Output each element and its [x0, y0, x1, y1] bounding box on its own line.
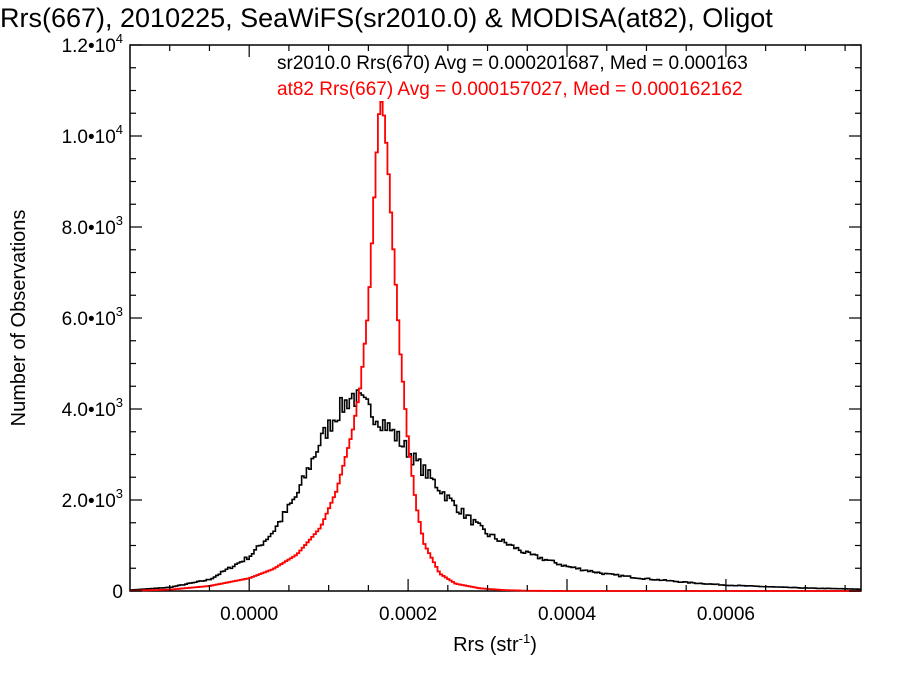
y-tick-label: 2.0•103: [62, 486, 123, 512]
y-axis: 0 2.0•103 4.0•103 6.0•103 8.0•103 1.0•104 1.2•…: [62, 31, 861, 603]
x-tick-label: 0.0000: [220, 604, 278, 625]
y-tick-label: 8.0•103: [62, 213, 123, 239]
x-axis-label-text: Rrs (str: [453, 634, 519, 656]
plot-frame: [129, 44, 862, 592]
x-axis: 0.0000 0.0002 0.0004 0.0006: [169, 45, 846, 625]
plot-area: [129, 44, 862, 592]
series-at82-histogram: [130, 100, 861, 592]
x-tick-label: 0.0004: [538, 604, 597, 625]
y-tick-label: 1.2•104: [62, 31, 123, 57]
y-tick-label: 1.0•104: [62, 122, 123, 148]
x-tick-label: 0.0006: [697, 604, 755, 625]
x-axis-label: Rrs (str-1): [453, 631, 537, 656]
series-sr2010-histogram: [130, 389, 861, 591]
legend-entry-at82: at82 Rrs(667) Avg = 0.000157027, Med = 0…: [277, 79, 743, 100]
y-tick-label: 6.0•103: [62, 304, 123, 330]
x-axis-label-exponent: -1: [519, 631, 531, 646]
y-tick-label: 4.0•103: [62, 395, 123, 421]
x-tick-label: 0.0002: [379, 604, 437, 625]
y-axis-label: Number of Observations: [8, 210, 30, 427]
y-tick-label: 0: [112, 582, 123, 603]
chart-title: Rrs(667), 2010225, SeaWiFS(sr2010.0) & M…: [0, 3, 773, 33]
x-axis-label-close: ): [530, 634, 537, 656]
legend-entry-sr2010: sr2010.0 Rrs(670) Avg = 0.000201687, Med…: [277, 53, 748, 74]
series-layer: [130, 100, 861, 592]
